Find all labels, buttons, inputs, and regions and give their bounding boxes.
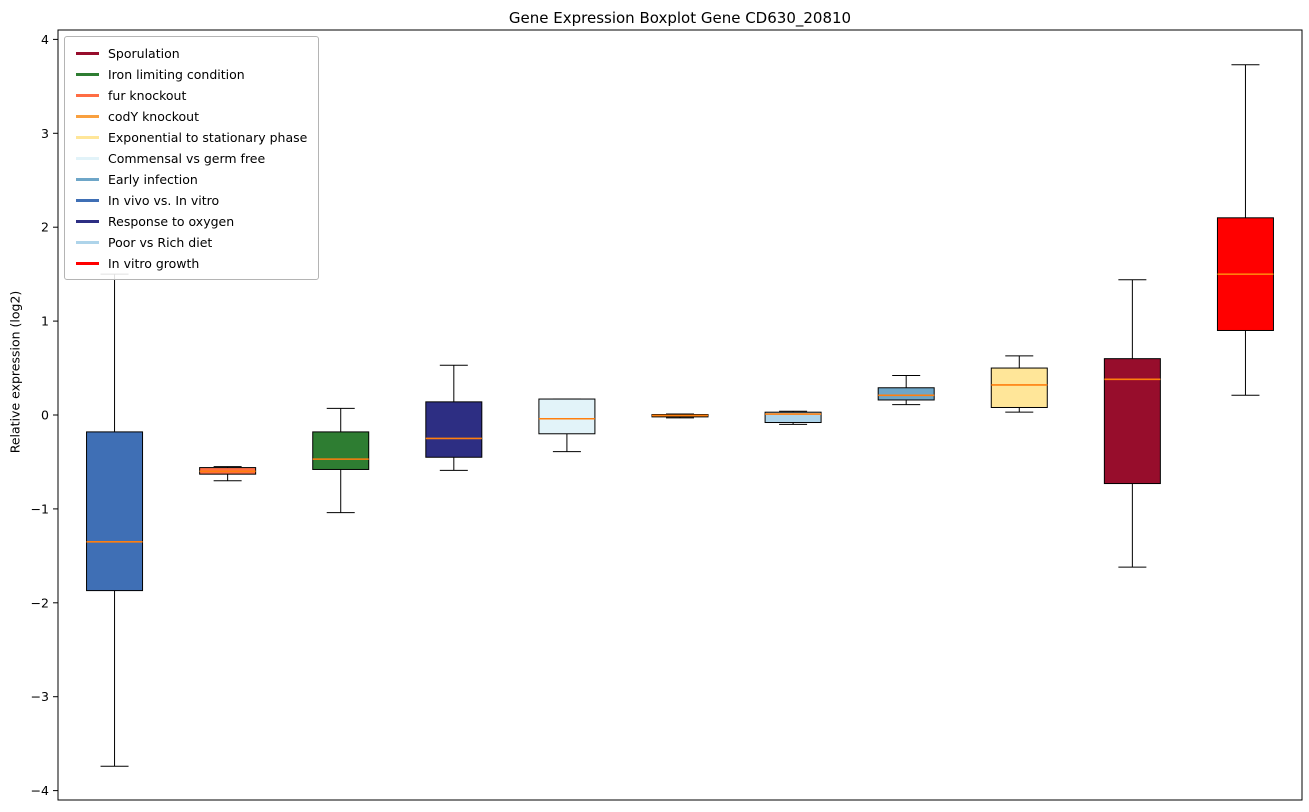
y-tick-label: −4 [31,783,49,798]
legend-item-in-vitro-growth: In vitro growth [76,255,307,271]
legend-color-swatch [76,177,99,181]
legend: Sporulation Iron limiting condition fur kn… [64,36,320,280]
box [764,411,822,424]
legend-label: Sporulation [108,45,180,61]
boxplot-in-vitro-growth [1216,64,1274,396]
legend-color-swatch [76,93,99,97]
box [990,367,1048,408]
legend-label: Early infection [108,171,198,187]
legend-label: In vivo vs. In vitro [108,192,220,208]
legend-label: Exponential to stationary phase [108,129,308,145]
boxplot-response-to-oxygen [425,364,483,471]
boxplot-fur-knockout [199,466,257,482]
y-tick-label: 0 [41,408,49,423]
legend-label: Response to oxygen [108,213,235,229]
box [312,431,370,470]
legend-color-swatch [76,219,99,223]
legend-item-commensal-vs-germ-free: Commensal vs germ free [76,150,307,166]
legend-item-fur-knockout: fur knockout [76,87,307,103]
y-tick-label: 2 [41,220,49,235]
y-tick-label: 1 [41,314,49,329]
box [86,431,144,592]
legend-label: Iron limiting condition [108,66,245,82]
legend-item-poor-vs-rich-diet: Poor vs Rich diet [76,234,307,250]
box [1103,358,1161,485]
box [877,387,935,401]
legend-color-swatch [76,135,99,139]
boxplot-poor-vs-rich-diet [764,410,822,425]
legend-label: codY knockout [108,108,200,124]
legend-color-swatch [76,72,99,76]
legend-color-swatch [76,51,99,55]
legend-item-in-vivo-vs-in-vitro: In vivo vs. In vitro [76,192,307,208]
legend-color-swatch [76,240,99,244]
legend-item-sporulation: Sporulation [76,45,307,61]
legend-color-swatch [76,114,99,118]
y-tick-label: 4 [41,32,49,47]
legend-color-swatch [76,261,99,265]
boxplot-iron-limiting-condition [312,407,370,514]
boxplot-in-vivo-vs-in-vitro [86,273,144,767]
boxplot-cody-knockout [651,413,709,419]
y-tick-label: −3 [31,689,49,704]
legend-label: Commensal vs germ free [108,150,266,166]
box [425,401,483,458]
y-tick-label: −1 [31,501,49,516]
y-tick-label: −2 [31,595,49,610]
chart-title: Gene Expression Boxplot Gene CD630_20810 [508,9,852,27]
legend-item-exponential-to-stationary-phase: Exponential to stationary phase [76,129,307,145]
legend-item-response-to-oxygen: Response to oxygen [76,213,307,229]
legend-item-cody-knockout: codY knockout [76,108,307,124]
box [538,398,596,435]
legend-label: In vitro growth [108,255,200,271]
boxplot-sporulation [1103,279,1161,568]
legend-item-iron-limiting-condition: Iron limiting condition [76,66,307,82]
boxplot-commensal-vs-germ-free [538,398,596,453]
legend-item-early-infection: Early infection [76,171,307,187]
legend-label: fur knockout [108,87,187,103]
boxplot-early-infection [877,375,935,406]
y-tick-label: 3 [41,126,49,141]
legend-color-swatch [76,156,99,160]
legend-color-swatch [76,198,99,202]
legend-label: Poor vs Rich diet [108,234,213,250]
boxplot-exponential-to-stationary-phase [990,355,1048,413]
